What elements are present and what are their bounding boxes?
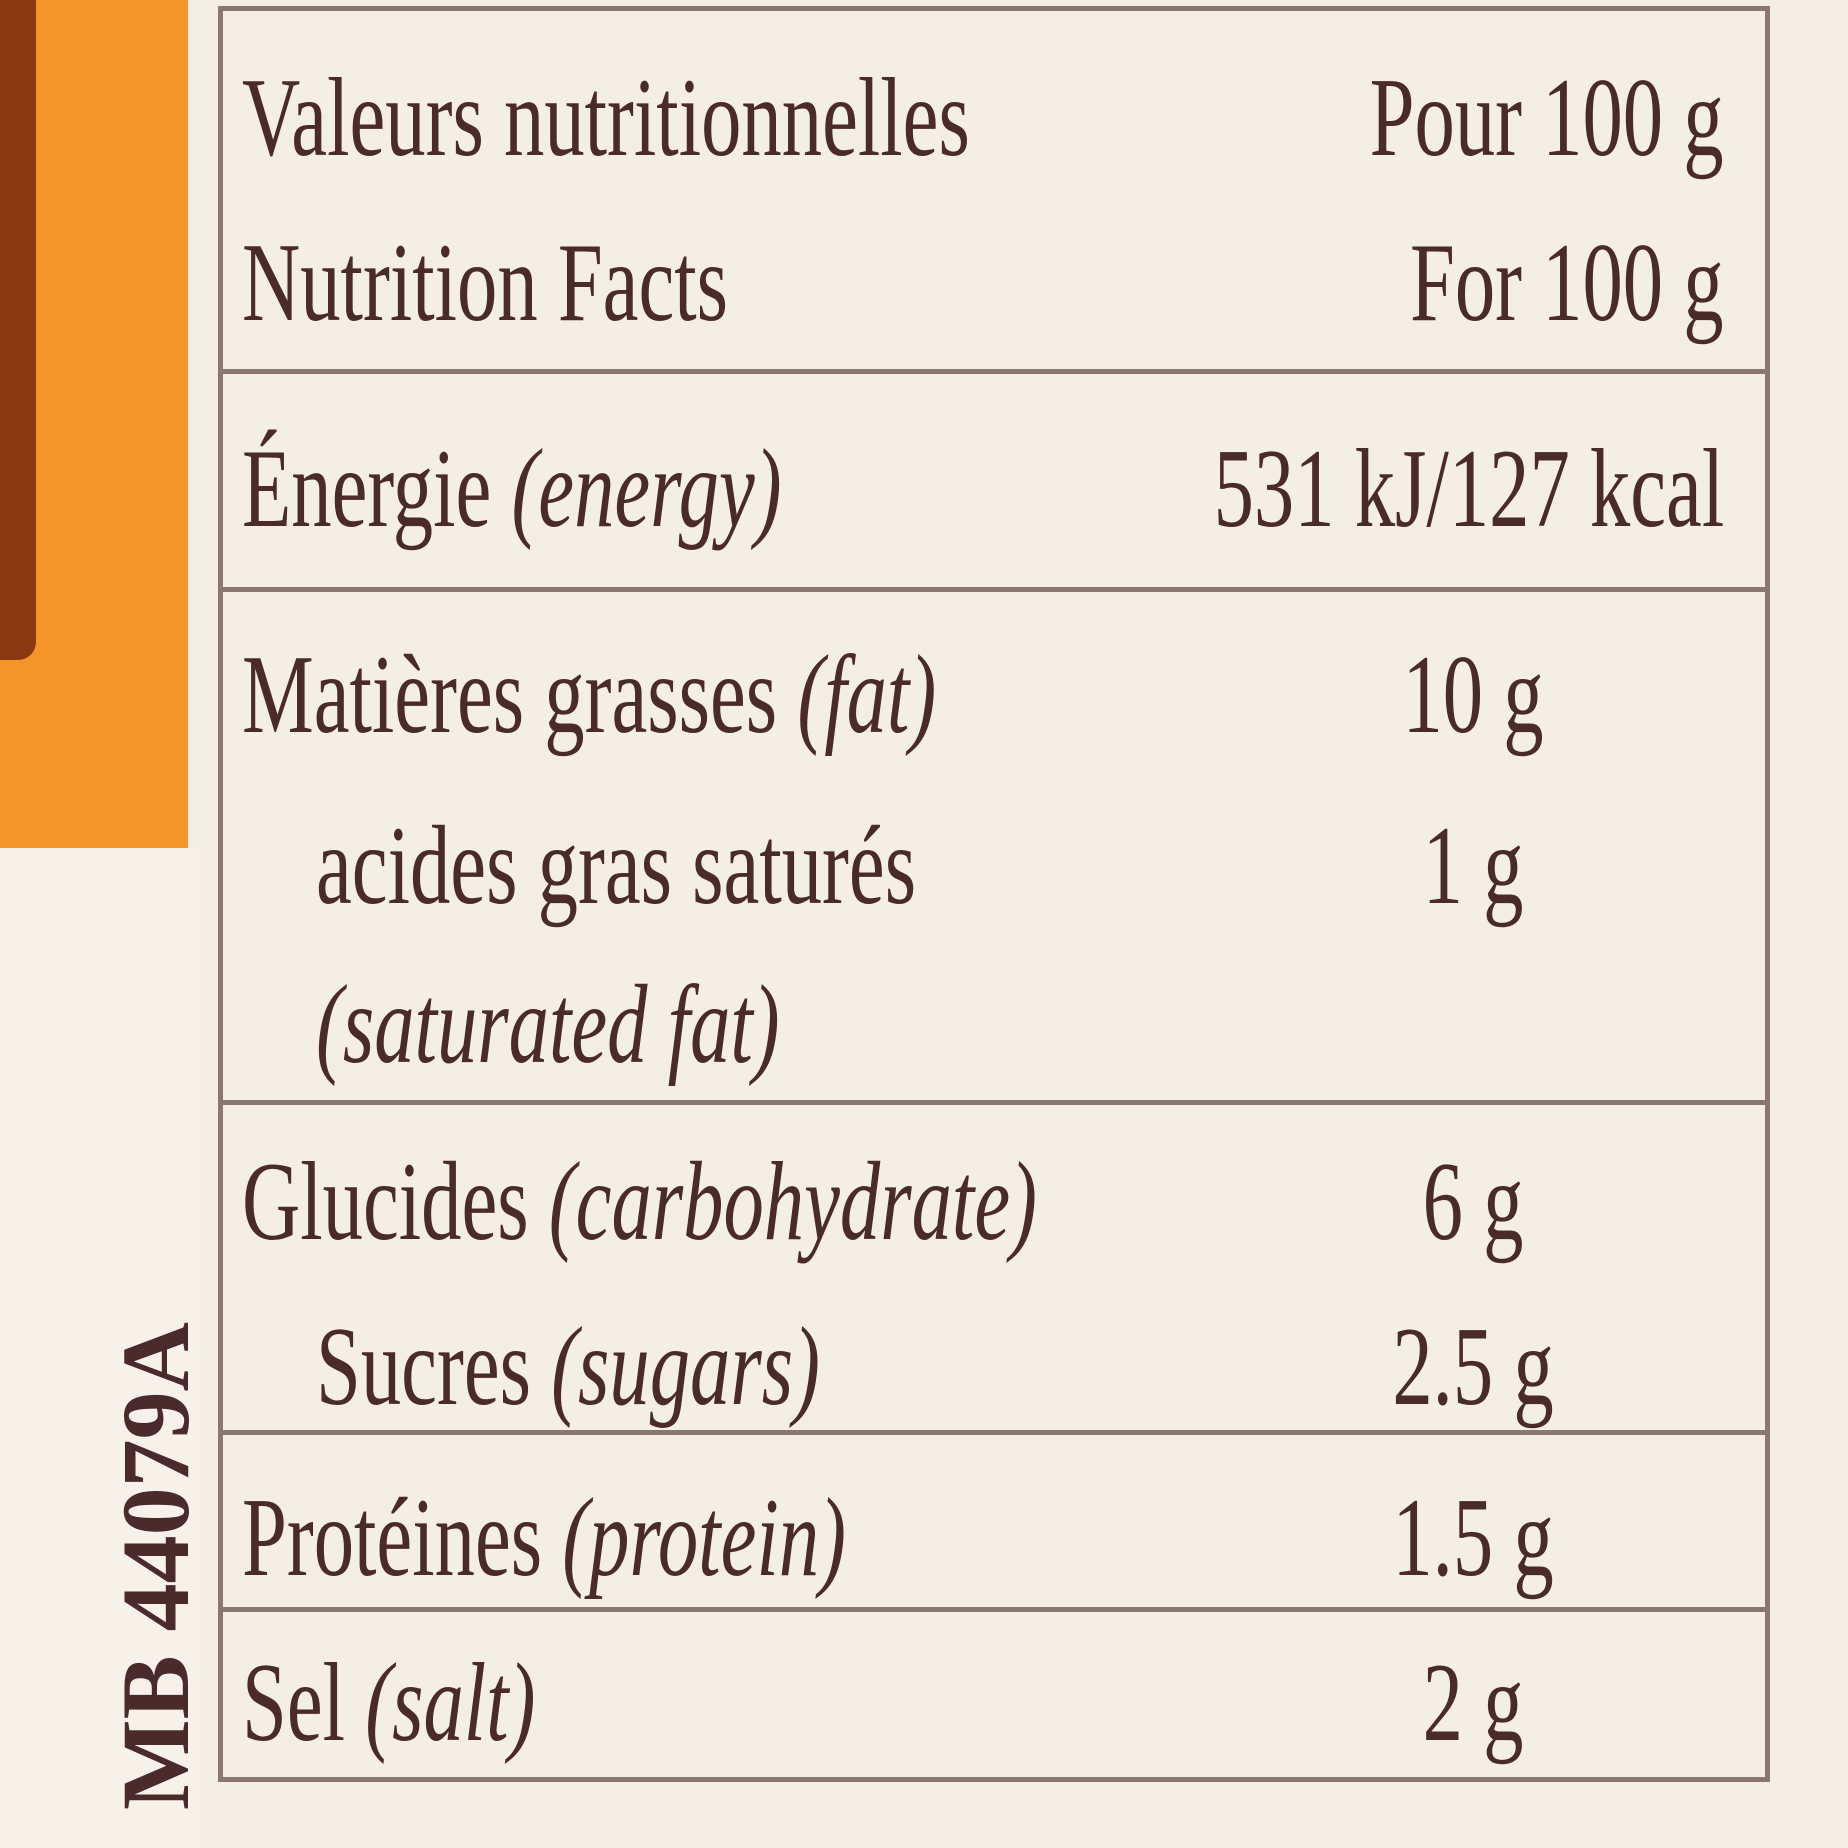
dark-block [0, 0, 36, 660]
label-en: (energy) [511, 427, 782, 551]
nutrition-table [218, 6, 1770, 1782]
row-value: 6 g [1422, 1140, 1524, 1264]
row-label: Matières grasses (fat) [242, 630, 936, 760]
left-panel [0, 848, 200, 1848]
label-en: (saturated fat) [316, 963, 780, 1087]
header-title-fr: Valeurs nutritionnelles [242, 56, 970, 180]
header-per-en: For 100 g [1410, 221, 1724, 345]
header-per-fr: Pour 100 g [1370, 56, 1724, 180]
row-value: 10 g [1402, 633, 1544, 757]
row-value: 1.5 g [1392, 1476, 1554, 1600]
row-value: 531 kJ/127 kcal [1213, 427, 1724, 551]
batch-code: MB 44079A [102, 1322, 209, 1810]
label-en: (salt) [365, 1641, 536, 1765]
label-fr: Protéines [242, 1476, 543, 1600]
orange-strip [0, 0, 188, 848]
row-label: Protéines (protein) [242, 1473, 846, 1603]
header-title-en: Nutrition Facts [242, 221, 729, 345]
label-en: (carbohydrate) [548, 1140, 1037, 1264]
row-label: Sel (salt) [242, 1638, 535, 1768]
row-rule [218, 1607, 1770, 1612]
label-en: (sugars) [551, 1305, 820, 1429]
label-fr: Sucres [316, 1305, 531, 1429]
label-fr: Matières grasses [242, 633, 778, 757]
label-fr: Sel [242, 1641, 346, 1765]
row-label: acides gras saturés [316, 804, 917, 928]
row-rule [218, 1430, 1770, 1435]
row-label: Énergie (energy) [242, 424, 782, 554]
row-value: 2 g [1422, 1641, 1524, 1765]
row-label: Sucres (sugars) [316, 1302, 820, 1432]
label-en: (fat) [797, 633, 937, 757]
row-rule [218, 369, 1770, 374]
row-rule [218, 587, 1770, 592]
row-label: Glucides (carbohydrate) [242, 1137, 1037, 1267]
label-fr: Énergie [242, 427, 492, 551]
label-en: (protein) [562, 1476, 846, 1600]
row-rule [218, 1100, 1770, 1105]
row-value: 2.5 g [1392, 1305, 1554, 1429]
row-label-en: (saturated fat) [316, 960, 780, 1090]
row-value: 1 g [1422, 804, 1524, 928]
label-fr: Glucides [242, 1140, 529, 1264]
